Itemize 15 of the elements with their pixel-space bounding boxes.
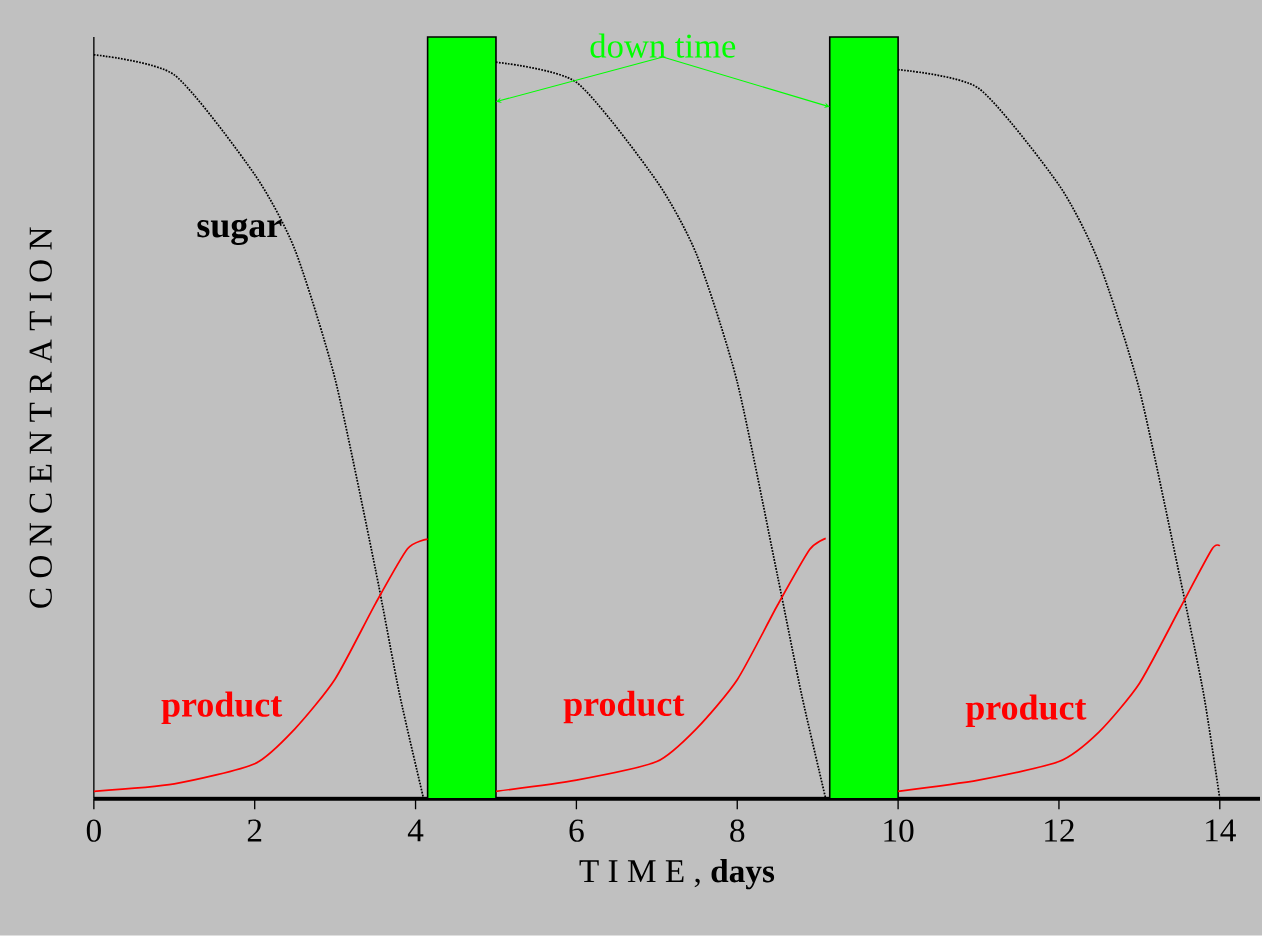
x-tick-label: 0 [86,819,101,843]
x-tick-label: 12 [1045,819,1074,842]
series-label: sugar [197,218,282,246]
annotation: down time [590,33,736,59]
series-label: product [563,690,685,724]
x-axis-title: T I M E , days [579,859,775,890]
x-tick-label: 14 [1206,819,1236,842]
x-tick-label: 4 [407,819,424,842]
series-label: product [965,694,1087,728]
x-tick-label: 10 [884,819,914,843]
x-tick-label: 8 [730,819,745,843]
series-label: product [161,691,283,725]
x-tick-label: 2 [247,819,262,842]
x-tick-label: 6 [569,819,584,843]
y-axis-title: C O N C E N T R A T I O N [29,227,52,609]
